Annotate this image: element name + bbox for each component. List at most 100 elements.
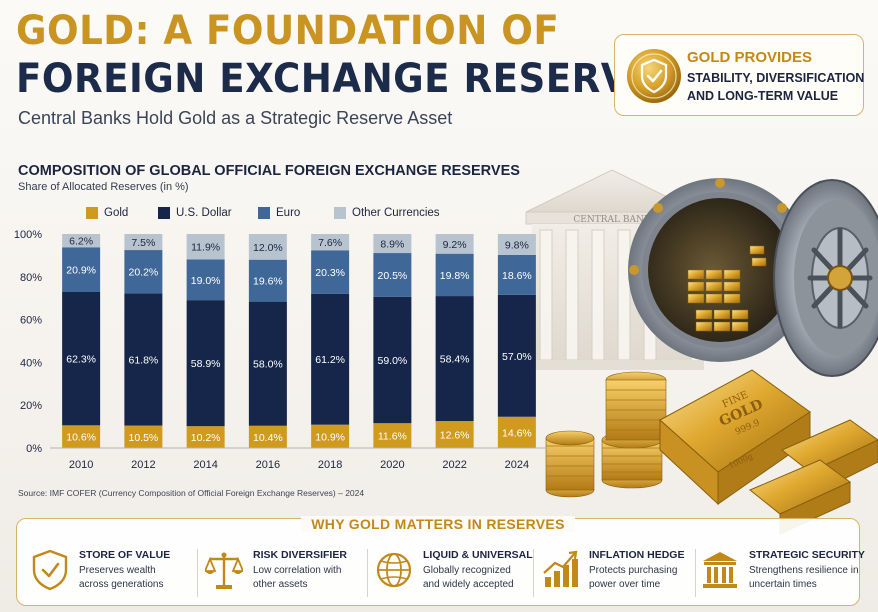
y-tick-label: 80% xyxy=(20,272,42,284)
building-label: CENTRAL BANK xyxy=(573,215,650,225)
y-tick-label: 40% xyxy=(20,357,42,369)
bar-segment-u-s-dollar xyxy=(373,296,412,424)
scales-icon xyxy=(205,552,243,589)
why-heading: INFLATION HEDGE xyxy=(589,549,685,561)
data-label: 61.2% xyxy=(315,354,345,366)
why-heading: LIQUID & UNIVERSAL xyxy=(423,549,533,561)
legend-swatch-gold xyxy=(86,207,98,219)
gold-vault-illustration: CENTRAL BANK xyxy=(520,169,878,535)
bar-segment-u-s-dollar xyxy=(497,294,536,417)
callout-line1: STABILITY, DIVERSIFICATION xyxy=(687,71,865,85)
bar-segment-u-s-dollar xyxy=(62,291,101,426)
bar-segment-other-currencies xyxy=(373,234,412,254)
x-tick-label: 2010 xyxy=(69,459,93,471)
x-tick-label: 2014 xyxy=(193,459,217,471)
data-label: 10.6% xyxy=(66,432,96,444)
bar-segment-u-s-dollar xyxy=(186,300,225,427)
bar-segment-other-currencies xyxy=(62,234,101,248)
why-divider xyxy=(695,549,696,597)
data-label: 61.8% xyxy=(128,354,158,366)
data-label: 20.5% xyxy=(377,270,407,282)
bar-segment-euro xyxy=(248,259,287,302)
data-label: 18.6% xyxy=(502,270,532,282)
chart-title: COMPOSITION OF GLOBAL OFFICIAL FOREIGN E… xyxy=(18,163,520,179)
chart-subtitle: Share of Allocated Reserves (in %) xyxy=(18,181,189,193)
data-label: 10.4% xyxy=(253,432,283,444)
data-label: 62.3% xyxy=(66,354,96,366)
legend-swatch-usd xyxy=(158,207,170,219)
data-label: 58.0% xyxy=(253,359,283,371)
legend-item-euro: Euro xyxy=(258,205,300,221)
globe-icon xyxy=(376,552,412,588)
bar-segment-euro xyxy=(124,250,163,294)
data-label: 9.8% xyxy=(505,239,529,251)
bar-segment-gold xyxy=(311,424,350,448)
why-item-risk-diversifier: RISK DIVERSIFIER Low correlation with ot… xyxy=(201,545,367,601)
shield-check-icon xyxy=(32,549,68,591)
why-heading: STORE OF VALUE xyxy=(79,549,171,561)
vault-door-wheel xyxy=(773,179,878,377)
why-divider xyxy=(533,549,534,597)
y-tick-label: 100% xyxy=(14,229,42,241)
why-heading: RISK DIVERSIFIER xyxy=(253,549,347,561)
why-desc-line2: power over time xyxy=(589,579,661,590)
why-desc-line1: Preserves wealth xyxy=(79,565,156,576)
legend-item-other: Other Currencies xyxy=(334,205,440,221)
x-tick-label: 2020 xyxy=(380,459,404,471)
data-label: 14.6% xyxy=(502,427,532,439)
bar-segment-euro xyxy=(497,254,536,295)
legend-swatch-other xyxy=(334,207,346,219)
legend-label-euro: Euro xyxy=(276,207,301,219)
callout-line2: AND LONG-TERM VALUE xyxy=(687,89,839,103)
y-tick-label: 20% xyxy=(20,400,42,412)
data-label: 10.5% xyxy=(128,432,158,444)
legend-label-gold: Gold xyxy=(104,207,129,219)
bar-segment-u-s-dollar xyxy=(435,296,474,422)
y-tick-label: 60% xyxy=(20,315,42,327)
why-item-strategic-security: STRATEGIC SECURITY Strengthens resilienc… xyxy=(697,545,865,601)
page-subtitle: Central Banks Hold Gold as a Strategic R… xyxy=(18,108,453,128)
bar-segment-gold xyxy=(435,421,474,448)
data-label: 7.6% xyxy=(318,237,342,249)
data-label: 12.6% xyxy=(440,430,470,442)
bar-segment-gold xyxy=(124,425,163,448)
data-label: 11.9% xyxy=(191,242,220,254)
data-label: 19.8% xyxy=(440,270,470,282)
why-desc-line1: Protects purchasing xyxy=(589,565,678,576)
stacked-bar-chart: 0% 20% 40% 60% 80% 100% 10.6% 62.3% 20.9% 6.2% 201… xyxy=(14,229,548,471)
x-tick-label: 2022 xyxy=(442,459,466,471)
bar-segment-other-currencies xyxy=(248,234,287,260)
fine-gold-bar: FINE GOLD 999.9 1000g xyxy=(659,369,811,506)
bar-segment-other-currencies xyxy=(311,234,350,251)
data-label: 58.4% xyxy=(440,354,470,366)
why-desc-line1: Low correlation with xyxy=(253,565,342,576)
why-desc-line1: Globally recognized xyxy=(423,565,511,576)
why-desc-line2: other assets xyxy=(253,579,308,590)
data-label: 10.9% xyxy=(315,431,345,443)
why-item-inflation-hedge: INFLATION HEDGE Protects purchasing powe… xyxy=(537,545,703,601)
why-item-liquid-universal: LIQUID & UNIVERSAL Globally recognized a… xyxy=(371,545,537,601)
bar-segment-gold xyxy=(62,425,101,448)
data-label: 20.2% xyxy=(128,267,158,279)
gold-shield-icon xyxy=(627,49,681,103)
x-tick-label: 2016 xyxy=(256,459,280,471)
page-title-line1: GOLD: A FOUNDATION OF xyxy=(16,8,560,54)
data-label: 20.3% xyxy=(315,267,345,279)
legend-swatch-euro xyxy=(258,207,270,219)
vault-door xyxy=(628,178,812,362)
x-tick-label: 2018 xyxy=(318,459,342,471)
data-label: 57.0% xyxy=(502,351,532,363)
why-gold-panel: WHY GOLD MATTERS IN RESERVES STORE OF VA… xyxy=(16,516,865,606)
why-item-store-of-value: STORE OF VALUE Preserves wealth across g… xyxy=(27,545,193,601)
bar-segment-gold xyxy=(248,425,287,448)
x-tick-label: 2012 xyxy=(131,459,155,471)
why-heading: STRATEGIC SECURITY xyxy=(749,549,865,561)
bar-segment-euro xyxy=(186,259,225,301)
x-tick-label: 2024 xyxy=(505,459,529,471)
data-label: 19.6% xyxy=(253,276,283,288)
why-divider xyxy=(197,549,198,597)
bar-segment-other-currencies xyxy=(124,234,163,251)
bar-segment-u-s-dollar xyxy=(124,293,163,426)
why-desc-line2: uncertain times xyxy=(749,579,817,590)
why-desc-line2: across generations xyxy=(79,579,164,590)
